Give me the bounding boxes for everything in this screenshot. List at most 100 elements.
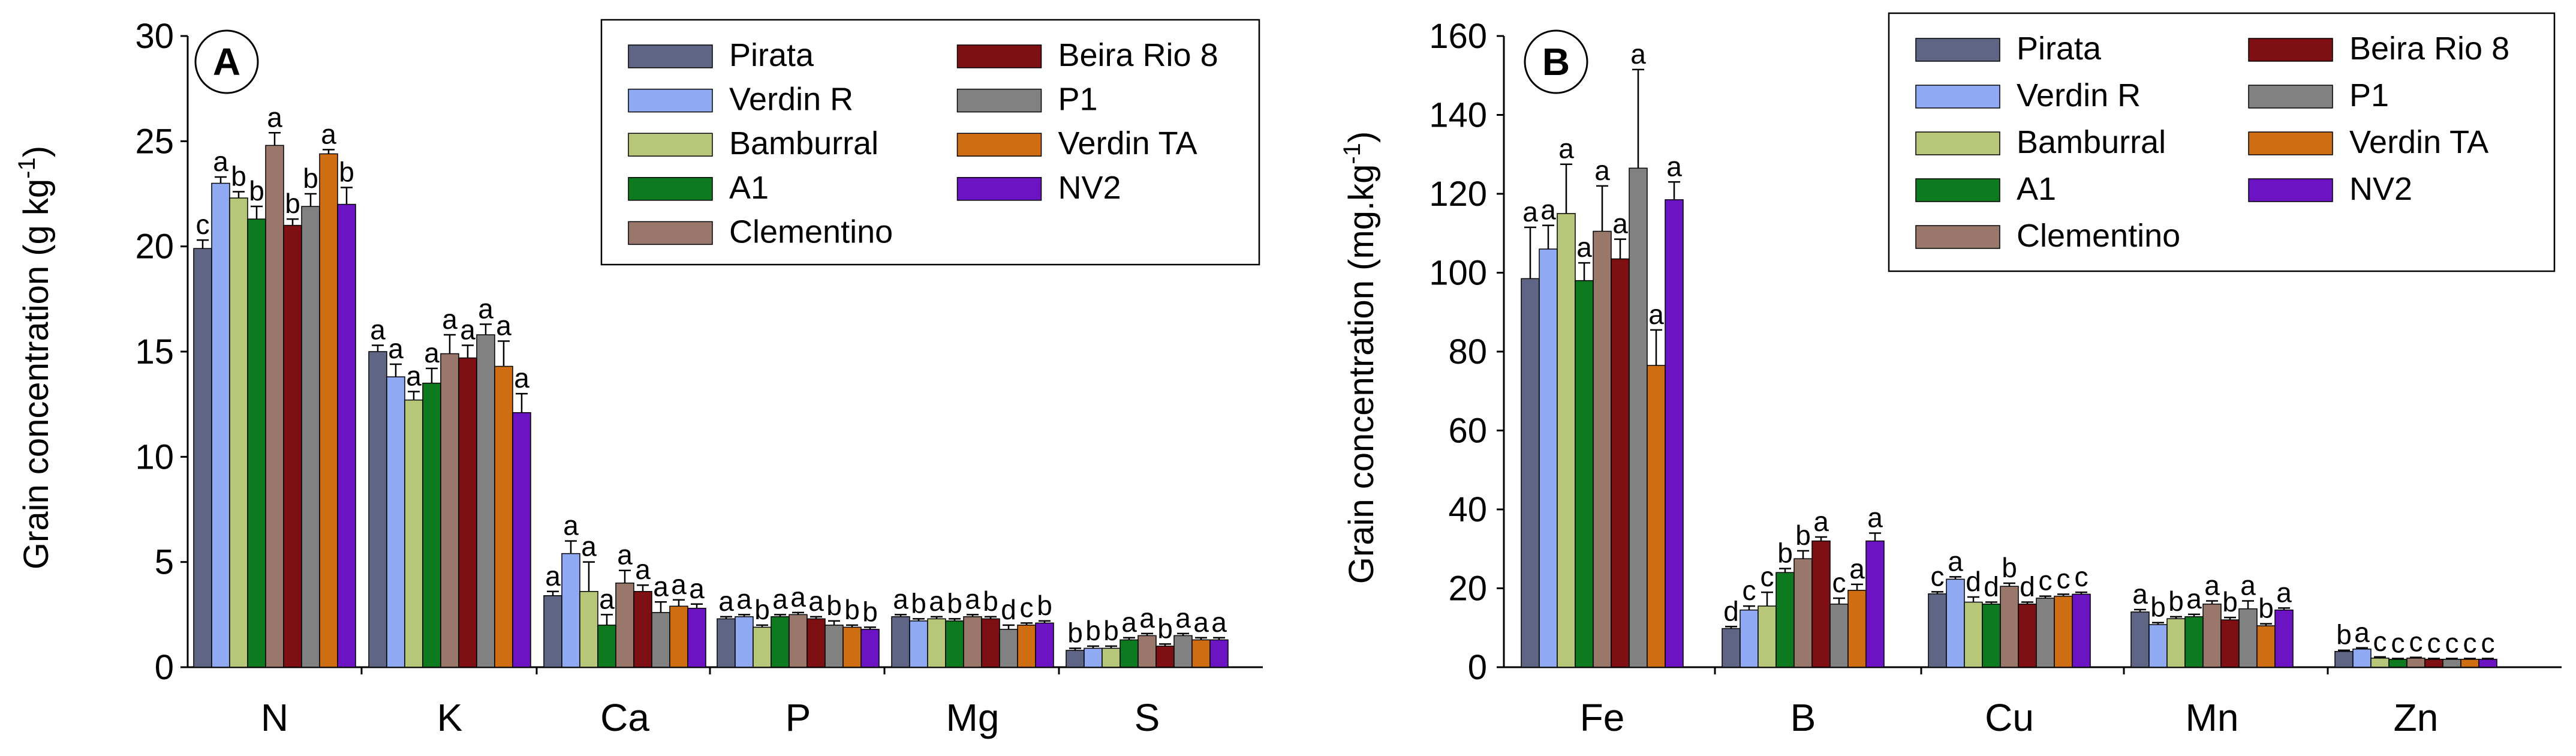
bar bbox=[1120, 639, 1139, 668]
legend-swatch bbox=[1915, 85, 2000, 109]
significance-letter: c bbox=[1743, 575, 1756, 606]
bar bbox=[1758, 605, 1777, 668]
significance-letter: c bbox=[2057, 563, 2071, 594]
bar bbox=[2018, 604, 2037, 668]
bar bbox=[1928, 593, 1947, 668]
significance-letter: c bbox=[1832, 567, 1846, 598]
bar bbox=[368, 351, 387, 668]
y-tick-label: 140 bbox=[1429, 96, 1487, 135]
bar bbox=[1964, 601, 1983, 668]
significance-letter: a bbox=[406, 361, 422, 392]
x-category-label: Fe bbox=[1580, 696, 1625, 739]
bar bbox=[2388, 659, 2408, 668]
y-tick-label: 20 bbox=[1448, 569, 1487, 608]
significance-letter: c bbox=[2039, 565, 2053, 596]
bar bbox=[1946, 578, 1965, 668]
bar bbox=[615, 582, 634, 668]
bar bbox=[963, 616, 982, 668]
significance-letter: c bbox=[2373, 626, 2387, 657]
y-tick-label: 100 bbox=[1429, 254, 1487, 293]
y-axis-title-superscript: -1 bbox=[1339, 143, 1365, 164]
significance-letter: a bbox=[545, 560, 561, 592]
legend-label: NV2 bbox=[2349, 171, 2412, 207]
legend-swatch bbox=[628, 221, 713, 245]
bar bbox=[806, 618, 826, 668]
significance-letter: a bbox=[671, 569, 687, 600]
significance-letter: a bbox=[563, 510, 579, 541]
significance-letter: b bbox=[1085, 615, 1101, 646]
significance-letter: b bbox=[1067, 617, 1083, 648]
y-tick-label: 60 bbox=[1448, 412, 1487, 451]
bar bbox=[193, 248, 212, 668]
significance-letter: d bbox=[1723, 595, 1739, 626]
significance-letter: c bbox=[1931, 560, 1945, 592]
bar bbox=[211, 182, 230, 668]
significance-letter: a bbox=[1193, 607, 1209, 638]
significance-letter: b bbox=[249, 175, 264, 206]
bar bbox=[2256, 625, 2276, 668]
bar bbox=[476, 334, 495, 668]
significance-letter: a bbox=[965, 583, 980, 614]
significance-letter: a bbox=[424, 337, 440, 368]
significance-letter: a bbox=[893, 583, 908, 614]
significance-letter: b bbox=[1777, 538, 1793, 569]
y-tick-label: 40 bbox=[1448, 490, 1487, 529]
legend-label: Verdin TA bbox=[1058, 125, 1197, 161]
significance-letter: a bbox=[460, 314, 476, 345]
bar bbox=[1793, 558, 1813, 668]
bar bbox=[860, 629, 880, 668]
bar bbox=[579, 591, 598, 668]
y-tick-label: 20 bbox=[135, 227, 174, 266]
bar bbox=[999, 629, 1018, 668]
legend-label: Bamburral bbox=[2017, 124, 2166, 160]
bar bbox=[458, 357, 477, 668]
significance-letter: b bbox=[2002, 552, 2017, 583]
bar bbox=[2334, 650, 2354, 668]
legend-label: Pirata bbox=[729, 37, 814, 73]
bar bbox=[927, 618, 946, 668]
bar bbox=[386, 376, 405, 668]
legend-label: P1 bbox=[1058, 82, 1098, 118]
bar bbox=[717, 618, 736, 668]
bar bbox=[1665, 199, 1684, 668]
significance-letter: a bbox=[496, 310, 511, 341]
significance-letter: b bbox=[2258, 593, 2274, 624]
x-category-label: S bbox=[1134, 696, 1160, 739]
legend-label: A1 bbox=[729, 170, 769, 206]
legend-swatch bbox=[956, 88, 1042, 113]
significance-letter: d bbox=[2020, 571, 2035, 602]
bar bbox=[981, 618, 1000, 668]
bar bbox=[1557, 213, 1576, 668]
x-category-label: Mn bbox=[2186, 696, 2239, 739]
significance-letter: a bbox=[1648, 299, 1664, 330]
significance-letter: a bbox=[1630, 38, 1646, 70]
bar bbox=[1722, 628, 1741, 668]
significance-letter: a bbox=[1121, 607, 1137, 638]
bar bbox=[229, 197, 248, 668]
significance-letter: b bbox=[2222, 586, 2238, 617]
bar bbox=[2130, 611, 2150, 668]
significance-letter: b bbox=[285, 188, 300, 219]
significance-letter: a bbox=[736, 583, 752, 614]
significance-letter: a bbox=[1666, 151, 1682, 182]
significance-letter: c bbox=[2481, 628, 2495, 659]
legend-swatch bbox=[956, 177, 1042, 201]
legend-label: A1 bbox=[2017, 171, 2056, 207]
bar bbox=[687, 608, 706, 668]
bar bbox=[2220, 619, 2240, 668]
panel-label-circle bbox=[194, 29, 259, 94]
legend-swatch bbox=[628, 88, 713, 113]
y-tick-label: 0 bbox=[1468, 648, 1487, 687]
bar bbox=[319, 153, 338, 668]
legend-swatch bbox=[1915, 131, 2000, 155]
significance-letter: b bbox=[1157, 613, 1173, 644]
y-axis-title-end: ) bbox=[1342, 131, 1381, 143]
bar bbox=[1084, 647, 1103, 668]
significance-letter: a bbox=[1522, 196, 1538, 227]
bar bbox=[283, 224, 302, 668]
bar bbox=[2054, 595, 2073, 668]
bar bbox=[1521, 278, 1540, 668]
significance-letter: b bbox=[1037, 590, 1052, 621]
bar bbox=[440, 353, 459, 668]
